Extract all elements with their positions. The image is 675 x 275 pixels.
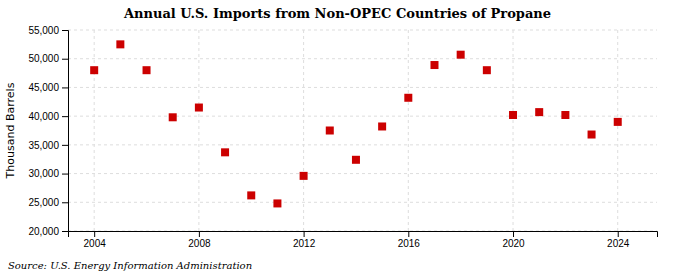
tick-label: 20,000 [28, 226, 59, 237]
tick: 25,000 [28, 197, 68, 208]
grid-line [68, 58, 657, 59]
chart: 2004 2008 2012 2016 2020 2024 20,000 25,000 30,0… [0, 0, 675, 275]
tick-mark [62, 174, 68, 175]
grid-line [94, 30, 95, 231]
axis-line [62, 31, 69, 232]
grid-line [68, 144, 657, 145]
point [378, 122, 386, 130]
point [352, 156, 360, 164]
point [116, 40, 124, 48]
tick: 35,000 [28, 140, 68, 151]
tick: 40,000 [28, 111, 68, 122]
tick-mark [618, 231, 619, 237]
tick-label: 2008 [188, 238, 211, 249]
tick-label: 2004 [84, 238, 107, 249]
grid-line [68, 202, 657, 203]
y-axis-title: Thousand Barrels [4, 82, 17, 179]
tick-mark [62, 116, 68, 117]
tick: 2004 [84, 231, 107, 249]
point [169, 113, 177, 121]
tick-label: 2020 [502, 238, 525, 249]
tick-label: 30,000 [28, 168, 59, 179]
tick: 2008 [188, 231, 211, 249]
tick-mark [513, 231, 514, 237]
grid-line [68, 30, 657, 31]
point [326, 127, 334, 135]
grid-line [68, 173, 657, 174]
tick: 30,000 [28, 168, 68, 179]
tick-mark [408, 231, 409, 237]
grid [68, 30, 657, 231]
tick-label: 50,000 [28, 53, 59, 64]
tick-mark [304, 231, 305, 237]
tick-mark [62, 202, 68, 203]
tick: 20,000 [28, 226, 68, 237]
tick: 55,000 [28, 25, 68, 36]
tick: 2016 [398, 231, 421, 249]
grid-line [513, 30, 514, 231]
grid-line [68, 87, 657, 88]
tick: 45,000 [28, 82, 68, 93]
tick-label: 45,000 [28, 82, 59, 93]
point [90, 66, 98, 74]
point [535, 108, 543, 116]
points [90, 40, 622, 207]
tick-label: 2024 [607, 238, 630, 249]
point [273, 199, 281, 207]
tick: 2012 [293, 231, 316, 249]
tick-label: 35,000 [28, 140, 59, 151]
point [561, 111, 569, 119]
axis-line [69, 232, 658, 238]
grid-line [408, 30, 409, 231]
tick-label: 2016 [398, 238, 421, 249]
point [483, 66, 491, 74]
point [457, 51, 465, 59]
point [221, 148, 229, 156]
point [509, 111, 517, 119]
point [404, 94, 412, 102]
tick: 2020 [502, 231, 525, 249]
point [430, 61, 438, 69]
point [143, 66, 151, 74]
point [614, 118, 622, 126]
grid-line [198, 30, 199, 231]
tick-label: 2012 [293, 238, 316, 249]
grid-line [617, 30, 618, 231]
point [588, 131, 596, 139]
point [195, 104, 203, 112]
tick-label: 55,000 [28, 25, 59, 36]
tick: 2024 [607, 231, 630, 249]
point [247, 191, 255, 199]
y-axis: 20,000 25,000 30,000 35,000 40,000 45,000 50,0… [28, 25, 68, 237]
tick-mark [199, 231, 200, 237]
tick-mark [94, 231, 95, 237]
x-axis: 2004 2008 2012 2016 2020 2024 [69, 231, 658, 249]
tick-mark [62, 30, 68, 31]
tick-mark [62, 87, 68, 88]
plot: 2004 2008 2012 2016 2020 2024 20,000 25,000 30,0… [28, 25, 657, 249]
tick-mark [62, 145, 68, 146]
point [300, 172, 308, 180]
source-note: Source: U.S. Energy Information Administ… [8, 260, 252, 271]
title: Annual U.S. Imports from Non-OPEC Countr… [123, 6, 551, 21]
tick-label: 25,000 [28, 197, 59, 208]
tick-mark [62, 59, 68, 60]
tick-mark [62, 231, 68, 232]
grid-line [303, 30, 304, 231]
tick-label: 40,000 [28, 111, 59, 122]
tick: 50,000 [28, 53, 68, 64]
